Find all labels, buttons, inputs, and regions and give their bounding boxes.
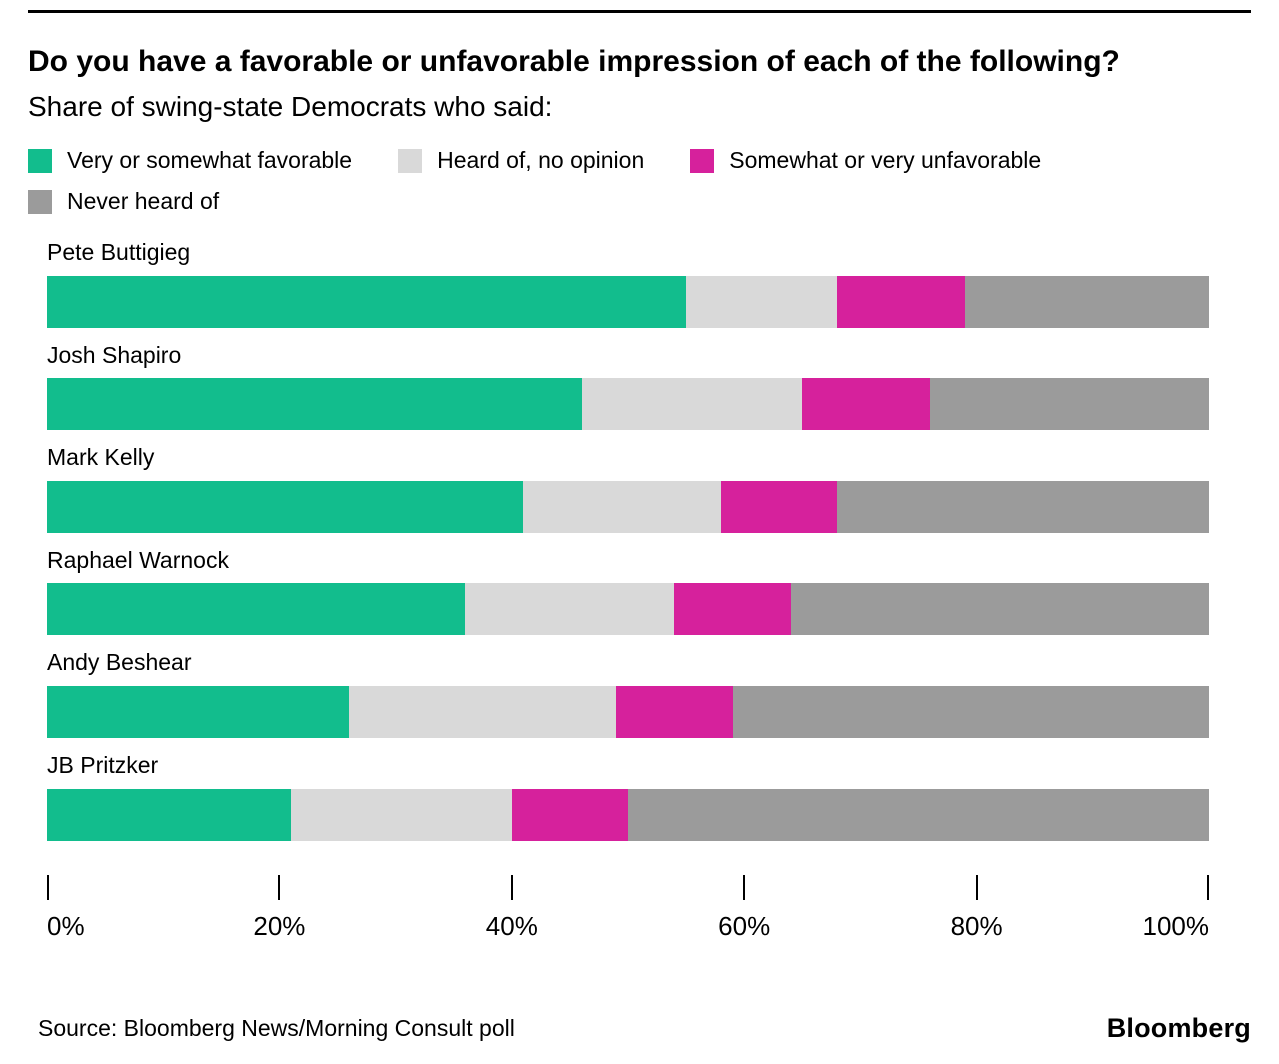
bar-segment [47,685,350,738]
bar-segment [47,583,466,636]
legend-label: Somewhat or very unfavorable [729,147,1042,173]
bar-segment [47,275,687,328]
bloomberg-logo: Bloomberg [1106,1013,1251,1043]
bar-segment [686,275,838,328]
bar-segment [616,685,733,738]
legend-item: Somewhat or very unfavorable [690,147,1041,174]
chart-row: Andy Beshear [47,649,1209,738]
source-note: Source: Bloomberg News/Morning Consult p… [38,1015,515,1041]
stacked-bar [47,275,1209,328]
chart-row: Pete Buttigieg [47,239,1209,328]
axis-tick-label: 20% [253,910,306,941]
legend-swatch-icon [28,189,52,214]
category-label: Raphael Warnock [47,546,229,573]
category-label: Mark Kelly [47,444,155,471]
legend-swatch-icon [398,148,423,173]
bar-segment [511,788,628,841]
bar-segment [790,583,1209,636]
legend-item: Very or somewhat favorable [28,147,352,174]
axis-tick-label: 0% [47,910,85,941]
bar-segment [581,378,803,431]
chart-row: JB Pritzker [47,752,1209,841]
bar-chart: Pete Buttigieg Josh Shapiro Mark Kelly Raph… [47,239,1209,841]
chart-row: Josh Shapiro [47,342,1209,431]
chart-row: Raphael Warnock [47,547,1209,636]
category-label: Pete Buttigieg [47,239,191,265]
chart-title: Do you have a favorable or unfavorable i… [28,45,1120,78]
axis-tick-mark [975,874,978,900]
bar-segment [837,275,965,328]
bar-segment [720,480,838,533]
bar-segment [47,378,582,431]
axis-tick-label: 40% [485,910,538,941]
chart-subtitle: Share of swing-state Democrats who said: [28,91,553,122]
legend-item: Heard of, no opinion [398,147,644,174]
category-label: JB Pritzker [47,751,159,778]
x-axis: 0% 20% 40% 60% 80% 100% [47,874,1210,941]
stacked-bar [47,378,1209,431]
axis-tick-mark [278,874,281,900]
legend-label: Heard of, no opinion [437,147,645,173]
top-rule [28,10,1251,13]
bar-segment [930,378,1209,431]
bar-segment [523,480,721,533]
bar-segment [964,275,1209,328]
axis-tick-mark [510,874,513,900]
legend-swatch-icon [28,148,52,173]
legend: Very or somewhat favorable Heard of, no o… [28,147,1243,215]
axis-tick-mark [1207,874,1209,900]
bar-segment [291,788,512,841]
footer: Source: Bloomberg News/Morning Consult p… [28,1013,1251,1044]
legend-swatch-icon [690,148,715,173]
category-label: Josh Shapiro [47,341,182,368]
bar-segment [349,685,617,738]
chart-row: Mark Kelly [47,444,1209,533]
legend-label: Very or somewhat favorable [67,147,353,173]
category-label: Andy Beshear [47,649,192,676]
axis-tick-label: 80% [950,910,1003,941]
axis-tick-label: 60% [718,910,771,941]
bar-segment [47,480,524,533]
bar-segment [674,583,791,636]
legend-label: Never heard of [67,188,220,214]
stacked-bar [47,788,1209,841]
bar-segment [627,788,1209,841]
stacked-bar [47,583,1209,636]
bar-segment [732,685,1209,738]
axis-tick-mark [47,874,49,900]
axis-tick-mark [743,874,746,900]
axis-tick-label: 100% [1142,910,1210,941]
bar-segment [802,378,931,431]
stacked-bar [47,480,1209,533]
legend-item: Never heard of [28,188,219,215]
bar-segment [465,583,675,636]
bar-segment [47,788,292,841]
bar-segment [837,480,1209,533]
stacked-bar [47,685,1209,738]
